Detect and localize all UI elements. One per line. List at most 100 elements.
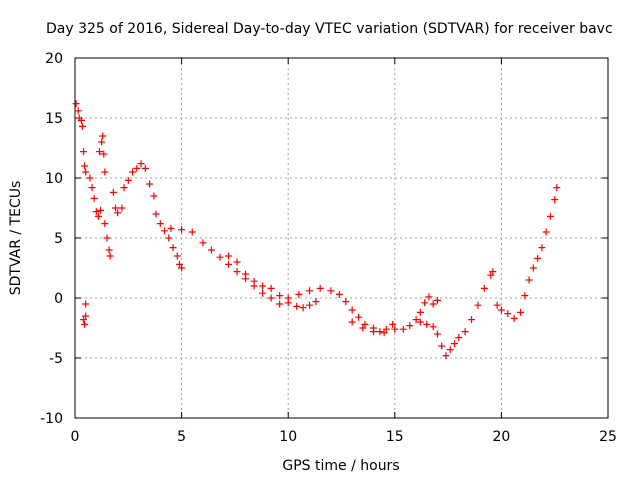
y-tick-label: 20 bbox=[45, 51, 63, 67]
data-point bbox=[312, 298, 320, 306]
data-point bbox=[173, 252, 181, 260]
data-point bbox=[94, 212, 102, 220]
data-point bbox=[361, 320, 369, 328]
x-tick-label: 15 bbox=[386, 429, 404, 445]
data-point bbox=[233, 268, 241, 276]
data-point bbox=[423, 320, 431, 328]
data-point bbox=[504, 310, 512, 318]
data-point bbox=[416, 308, 424, 316]
data-point bbox=[306, 301, 314, 309]
data-point bbox=[551, 196, 559, 204]
data-point bbox=[150, 192, 158, 200]
data-point bbox=[175, 260, 183, 268]
y-tick-label: -10 bbox=[40, 411, 63, 427]
data-point bbox=[446, 346, 454, 354]
data-point bbox=[376, 328, 384, 336]
data-point bbox=[538, 244, 546, 252]
data-point bbox=[412, 316, 420, 324]
data-point bbox=[433, 296, 441, 304]
data-point bbox=[101, 220, 109, 228]
data-point bbox=[92, 208, 100, 216]
data-point bbox=[267, 294, 275, 302]
data-point bbox=[90, 194, 98, 202]
data-point bbox=[82, 300, 90, 308]
data-point bbox=[342, 298, 350, 306]
data-point bbox=[348, 306, 356, 314]
data-point bbox=[112, 204, 120, 212]
data-point bbox=[88, 184, 96, 192]
data-point bbox=[369, 328, 377, 336]
data-point bbox=[106, 252, 114, 260]
data-point bbox=[250, 277, 258, 285]
data-point bbox=[425, 293, 433, 301]
data-point bbox=[165, 234, 173, 242]
y-tick-label: -5 bbox=[49, 351, 63, 367]
y-axis-label: SDTVAR / TECUs bbox=[8, 181, 24, 296]
data-point bbox=[97, 206, 105, 214]
data-point bbox=[493, 301, 501, 309]
data-point bbox=[406, 322, 414, 330]
data-point bbox=[382, 325, 390, 333]
data-point bbox=[316, 284, 324, 292]
data-point bbox=[542, 228, 550, 236]
data-point bbox=[480, 284, 488, 292]
data-point bbox=[391, 325, 399, 333]
data-point bbox=[86, 174, 94, 182]
data-point bbox=[78, 122, 86, 130]
data-point bbox=[416, 318, 424, 326]
data-point bbox=[474, 301, 482, 309]
data-point bbox=[380, 329, 388, 337]
data-point bbox=[438, 342, 446, 350]
data-point bbox=[553, 184, 561, 192]
data-point bbox=[259, 282, 267, 290]
y-tick-label: 15 bbox=[45, 111, 63, 127]
y-tick-label: 10 bbox=[45, 171, 63, 187]
chart-title: Day 325 of 2016, Sidereal Day-to-day VTE… bbox=[46, 21, 613, 37]
data-point bbox=[529, 264, 537, 272]
y-tick-label: 0 bbox=[54, 291, 63, 307]
data-point bbox=[80, 316, 88, 324]
axis-ticks: 0 5 10 15 20 25 -10 -5 0 5 10 15 20 bbox=[40, 51, 617, 445]
data-point bbox=[461, 328, 469, 336]
data-point bbox=[455, 334, 463, 342]
data-series-bavc bbox=[72, 100, 561, 360]
data-point bbox=[101, 168, 109, 176]
data-point bbox=[521, 292, 529, 300]
data-point bbox=[284, 294, 292, 302]
data-point bbox=[276, 292, 284, 300]
data-point bbox=[510, 314, 518, 322]
data-point bbox=[156, 220, 164, 228]
data-point bbox=[216, 253, 224, 261]
data-point bbox=[178, 264, 186, 272]
data-point bbox=[81, 162, 89, 170]
data-point bbox=[355, 313, 363, 321]
data-point bbox=[77, 116, 85, 124]
data-point bbox=[99, 132, 107, 140]
x-tick-label: 0 bbox=[71, 429, 80, 445]
data-point bbox=[199, 239, 207, 247]
data-point bbox=[118, 204, 126, 212]
x-tick-label: 10 bbox=[279, 429, 297, 445]
data-point bbox=[546, 212, 554, 220]
data-point bbox=[468, 316, 476, 324]
data-point bbox=[178, 226, 186, 234]
data-point bbox=[100, 150, 108, 158]
data-point bbox=[293, 302, 301, 310]
data-point bbox=[188, 228, 196, 236]
data-point bbox=[161, 227, 169, 235]
data-point bbox=[267, 284, 275, 292]
data-point bbox=[98, 138, 106, 146]
data-point bbox=[114, 209, 122, 217]
x-tick-label: 25 bbox=[599, 429, 617, 445]
data-point bbox=[487, 271, 495, 279]
data-point bbox=[327, 287, 335, 295]
data-point bbox=[167, 224, 175, 232]
data-point bbox=[433, 330, 441, 338]
data-point bbox=[133, 164, 141, 172]
data-point bbox=[120, 184, 128, 192]
data-point bbox=[225, 252, 233, 260]
data-point bbox=[517, 308, 525, 316]
data-point bbox=[450, 340, 458, 348]
data-point bbox=[534, 254, 542, 262]
